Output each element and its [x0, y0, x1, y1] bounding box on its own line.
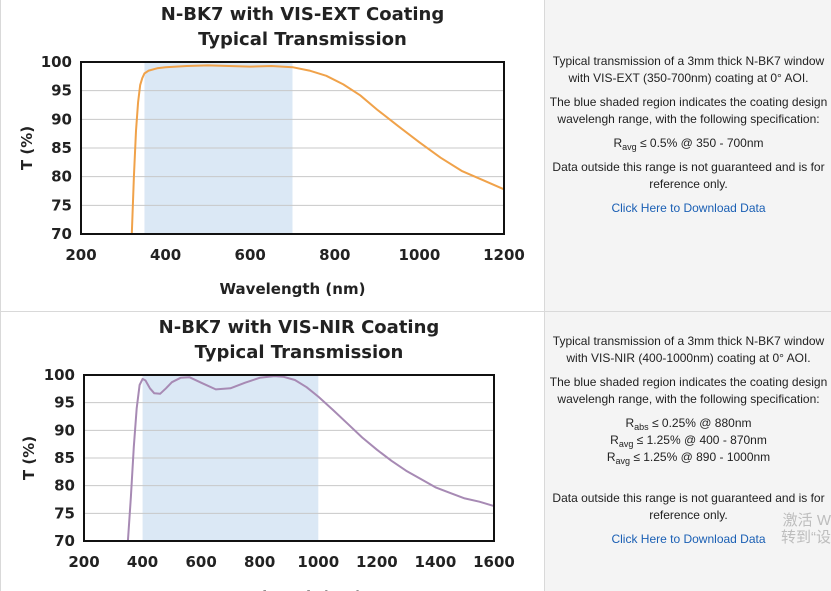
y-tick-label: 80 [54, 477, 75, 495]
outside-range-note: Data outside this range is not guarantee… [552, 491, 825, 522]
description-text: Typical transmission of a 3mm thick N-BK… [552, 334, 825, 365]
spec-line: Ravg ≤ 1.25% @ 400 - 870nm [549, 432, 828, 449]
chart-title-line2: Typical Transmission [195, 342, 404, 363]
plot-frame [80, 61, 505, 235]
y-tick-label: 75 [54, 504, 75, 522]
x-tick-label: 600 [235, 246, 266, 264]
x-tick-label: 400 [150, 246, 181, 264]
x-tick-label: 200 [68, 553, 99, 571]
spec-text: ≤ 0.5% @ 350 - 700nm [636, 136, 764, 150]
y-axis-label: T (%) [18, 126, 36, 170]
y-axis-label: T (%) [20, 436, 38, 480]
x-tick-label: 1000 [399, 246, 441, 264]
y-tick-label: 90 [51, 110, 72, 128]
chart-cell-vis-nir: N-BK7 with VIS-NIR Coating Typical Transm… [1, 312, 545, 591]
spec-list: Rabs ≤ 0.25% @ 880nm Ravg ≤ 1.25% @ 400 -… [549, 415, 828, 466]
y-tick-label: 85 [54, 449, 75, 467]
spec-subscript: avg [618, 439, 634, 449]
shaded-note-text: The blue shaded region indicates the coa… [549, 375, 828, 406]
transmission-curve [126, 375, 495, 542]
spec-symbol: R [610, 433, 619, 447]
spec-symbol: R [613, 136, 623, 150]
y-tick-label: 100 [44, 366, 75, 384]
chart-cell-vis-ext: N-BK7 with VIS-EXT Coating Typical Transm… [1, 0, 545, 311]
chart-title-line2: Typical Transmission [198, 29, 407, 50]
x-tick-label: 1000 [297, 553, 339, 571]
x-tick-label: 200 [65, 246, 96, 264]
x-tick-label: 400 [127, 553, 158, 571]
y-tick-label: 85 [51, 139, 72, 157]
plot-frame [83, 374, 495, 542]
spec-subscript: avg [615, 456, 630, 466]
spec-text: ≤ 1.25% @ 400 - 870nm [633, 433, 767, 447]
y-tick-label: 100 [41, 53, 72, 71]
chart-title-line1: N-BK7 with VIS-EXT Coating [161, 4, 444, 25]
watermark-line1: 激活 W [782, 512, 831, 529]
shaded-note-text: The blue shaded region indicates the coa… [549, 95, 828, 126]
y-tick-label: 80 [51, 168, 72, 186]
x-tick-label: 600 [185, 553, 216, 571]
spec-text: ≤ 1.25% @ 890 - 1000nm [630, 450, 771, 464]
y-tick-label: 70 [54, 532, 75, 550]
chart-vis-ext: N-BK7 with VIS-EXT Coating Typical Transm… [18, 4, 525, 298]
y-tick-label: 95 [54, 394, 75, 412]
spec-symbol: R [625, 416, 635, 430]
spec-subscript: avg [622, 142, 637, 152]
activation-watermark: 激活 W 转到“设 [779, 512, 831, 546]
x-tick-label: 1600 [473, 553, 515, 571]
spec-symbol: R [606, 450, 616, 464]
watermark-line2: 转到“设 [781, 529, 831, 546]
spec-list: Ravg ≤ 0.5% @ 350 - 700nm [549, 135, 828, 152]
download-data-link[interactable]: Click Here to Download Data [611, 532, 766, 546]
x-axis-label: Wavelength (nm) [220, 280, 366, 298]
y-tick-label: 90 [54, 421, 75, 439]
spec-line: Ravg ≤ 0.5% @ 350 - 700nm [549, 135, 828, 152]
row-vis-nir: N-BK7 with VIS-NIR Coating Typical Transm… [0, 311, 831, 591]
y-tick-label: 75 [51, 196, 72, 214]
x-tick-label: 800 [319, 246, 350, 264]
x-tick-label: 1200 [483, 246, 525, 264]
spec-line: Rabs ≤ 0.25% @ 880nm [549, 415, 828, 432]
x-tick-label: 1200 [356, 553, 398, 571]
description-text: Typical transmission of a 3mm thick N-BK… [552, 54, 825, 85]
chart-title-line1: N-BK7 with VIS-NIR Coating [159, 317, 440, 338]
outside-range-note: Data outside this range is not guarantee… [552, 160, 825, 191]
row-vis-ext: N-BK7 with VIS-EXT Coating Typical Transm… [0, 0, 831, 311]
info-cell-vis-ext: Typical transmission of a 3mm thick N-BK… [545, 0, 831, 311]
info-cell-vis-nir: Typical transmission of a 3mm thick N-BK… [545, 312, 831, 591]
y-tick-label: 70 [51, 225, 72, 243]
spec-subscript: abs [634, 422, 649, 432]
spec-line: Ravg ≤ 1.25% @ 890 - 1000nm [549, 449, 828, 466]
transmission-curve [130, 64, 505, 235]
spec-text: ≤ 0.25% @ 880nm [648, 416, 752, 430]
y-tick-label: 95 [51, 82, 72, 100]
chart-vis-nir: N-BK7 with VIS-NIR Coating Typical Transm… [20, 317, 515, 591]
x-tick-label: 1400 [415, 553, 457, 571]
x-tick-label: 800 [244, 553, 275, 571]
download-data-link[interactable]: Click Here to Download Data [611, 201, 766, 215]
